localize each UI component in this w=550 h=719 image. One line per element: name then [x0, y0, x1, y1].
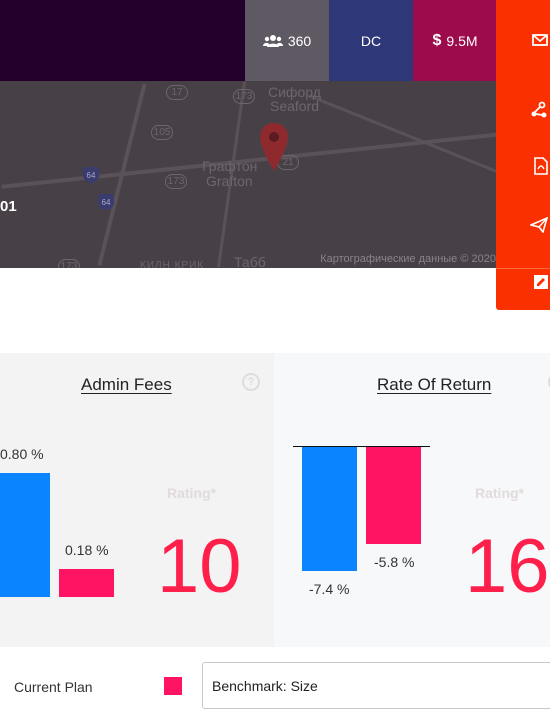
card-title[interactable]: Admin Fees: [81, 375, 172, 394]
benchmark-bar-label: 0.18 %: [65, 542, 109, 559]
benchmark-select[interactable]: Benchmark: Size: [202, 662, 550, 709]
current-plan-bar-label: 0.80 %: [0, 446, 44, 462]
edit-button[interactable]: [496, 262, 550, 302]
rating-label: Rating*: [167, 485, 216, 501]
route-shield: 17: [166, 85, 188, 100]
current-plan-bar: [0, 473, 50, 597]
benchmark-bar-label: -5.8 %: [374, 554, 415, 571]
assets-value: 9.5M: [446, 32, 478, 49]
route-shield: 173: [233, 89, 255, 104]
card-title[interactable]: Rate Of Return: [377, 375, 492, 394]
route-shield: 173: [165, 174, 187, 189]
route-shield: 173: [58, 259, 80, 268]
map-place-label: Табб: [234, 254, 266, 268]
action-rail: [496, 0, 550, 310]
map-place-label: Графтон: [202, 158, 258, 174]
rail-divider: [496, 268, 550, 269]
rate-of-return-card: Rate Of Return ? -7.4 % -5.8 % Rating* 1…: [274, 353, 550, 647]
users-icon: [262, 34, 283, 47]
map-code-label: 01: [0, 198, 17, 215]
mail-icon: [532, 34, 548, 46]
map-pin-icon[interactable]: [258, 121, 290, 173]
rating-label: Rating*: [475, 485, 524, 501]
route-shield: 105: [151, 125, 173, 140]
pdf-button[interactable]: [496, 146, 550, 186]
map-faded-label: КИЛН КРИК: [140, 260, 205, 268]
zero-baseline: [293, 446, 430, 447]
state-stat[interactable]: DC: [329, 0, 413, 81]
location-map[interactable]: 17 173 105 173 173 21 64 64 Сифорд Seafo…: [0, 81, 550, 268]
map-attribution[interactable]: Картографические данные © 2020: [320, 253, 496, 265]
admin-fees-card: Admin Fees ? 0.80 % 0.18 % Rating* 10: [0, 353, 274, 647]
benchmark-swatch: [164, 677, 182, 695]
send-icon: [530, 217, 548, 233]
current-plan-label: Current Plan: [14, 679, 93, 695]
share-network-icon: [531, 101, 547, 118]
email-button[interactable]: [496, 20, 550, 60]
pdf-file-icon: [534, 157, 548, 175]
rating-value: 10: [157, 524, 242, 609]
current-plan-bar-label: -7.4 %: [309, 581, 350, 598]
state-code: DC: [360, 32, 382, 49]
interstate-shield: 64: [98, 194, 114, 210]
rating-value: 16: [465, 524, 550, 609]
benchmark-bar: [59, 569, 114, 597]
share-button[interactable]: [496, 90, 550, 130]
map-place-label: Seaford: [270, 98, 320, 114]
help-icon[interactable]: ?: [242, 373, 260, 391]
dollar-icon: $: [432, 31, 442, 49]
assets-stat[interactable]: $ 9.5M: [413, 0, 497, 81]
benchmark-select-value: Benchmark: Size: [212, 677, 318, 694]
members-stat[interactable]: 360: [245, 0, 329, 81]
legend-row: Current Plan Benchmark: Size: [0, 648, 550, 719]
members-count: 360: [287, 32, 312, 49]
benchmark-bar: [366, 447, 421, 545]
send-button[interactable]: [496, 205, 550, 245]
current-plan-bar: [302, 447, 357, 572]
map-place-label: Grafton: [206, 173, 253, 189]
edit-icon: [534, 275, 548, 289]
interstate-shield: 64: [83, 167, 99, 183]
map-place-label: Сифорд: [268, 84, 321, 100]
